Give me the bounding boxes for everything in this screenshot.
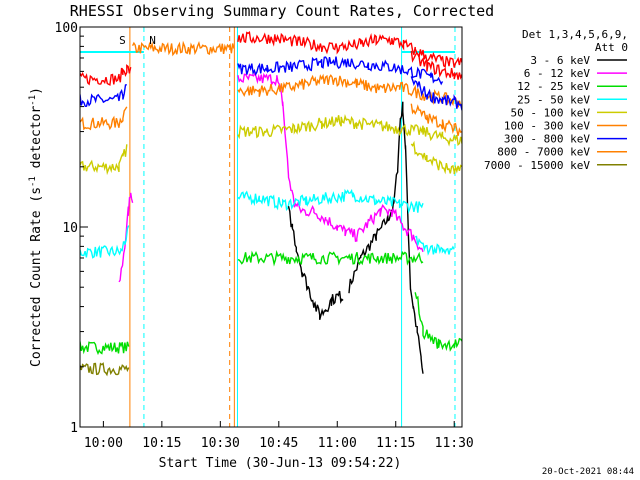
legend-header-line2: Att 0 (595, 41, 628, 54)
legend-label: 3 - 6 keV (530, 54, 590, 67)
series-line (414, 292, 462, 352)
x-axis-label: Start Time (30-Jun-13 09:54:22) (159, 456, 402, 471)
series-line (410, 50, 462, 80)
series-line (80, 144, 128, 176)
series-line (118, 192, 134, 283)
series-line (80, 64, 132, 86)
series-line (80, 341, 130, 356)
x-tick-label: 10:00 (84, 436, 123, 451)
series-line (287, 206, 344, 320)
x-tick-label: 11:30 (435, 436, 474, 451)
series-line (80, 225, 130, 259)
y-axis-label: Corrected Count Rate (s-1 detector-1) (28, 87, 44, 367)
series-line (131, 40, 235, 57)
legend-label: 12 - 25 keV (517, 80, 590, 93)
series-line (414, 235, 455, 256)
legend-label: 300 - 800 keV (504, 133, 590, 146)
chart-title: RHESSI Observing Summary Count Rates, Co… (70, 2, 494, 20)
event-marker-label: S (119, 34, 126, 47)
legend-label: 100 - 300 keV (504, 120, 590, 133)
legend-label: 6 - 12 keV (524, 67, 591, 80)
legend-label: 7000 - 15000 keV (484, 159, 590, 172)
series-line (410, 140, 462, 175)
legend-label: 50 - 100 keV (511, 106, 591, 119)
event-marker-label: N (149, 34, 156, 47)
series-line (80, 362, 130, 377)
series-line (348, 101, 424, 374)
x-axis: 10:00 10:15 10:30 10:45 11:00 11:15 11:30 (84, 421, 474, 451)
series-line (237, 73, 462, 108)
plot-area (80, 27, 462, 427)
y-tick-label: 10 (62, 221, 78, 236)
series-line (237, 56, 444, 86)
series-line (237, 113, 462, 147)
legend-header-line1: Det 1,3,4,5,6,9, (522, 28, 628, 41)
series-line (410, 76, 462, 111)
legend-label: 25 - 50 keV (517, 93, 590, 106)
timestamp: 20-Oct-2021 08:44 (542, 467, 634, 477)
y-axis: 1 10 100 (55, 21, 88, 436)
x-tick-label: 10:45 (259, 436, 298, 451)
series-line (237, 71, 424, 253)
series-line (237, 31, 462, 69)
y-tick-label: 1 (70, 421, 78, 436)
series-line (80, 106, 128, 131)
x-tick-label: 10:30 (201, 436, 240, 451)
x-tick-label: 11:15 (376, 436, 415, 451)
series-line (80, 84, 127, 108)
x-tick-label: 10:15 (142, 436, 181, 451)
y-tick-label: 100 (55, 21, 78, 36)
series-line (237, 249, 424, 267)
x-tick-label: 11:00 (318, 436, 357, 451)
legend-label: 800 - 7000 keV (497, 146, 590, 159)
series-line (237, 188, 424, 215)
series-line (410, 103, 462, 136)
